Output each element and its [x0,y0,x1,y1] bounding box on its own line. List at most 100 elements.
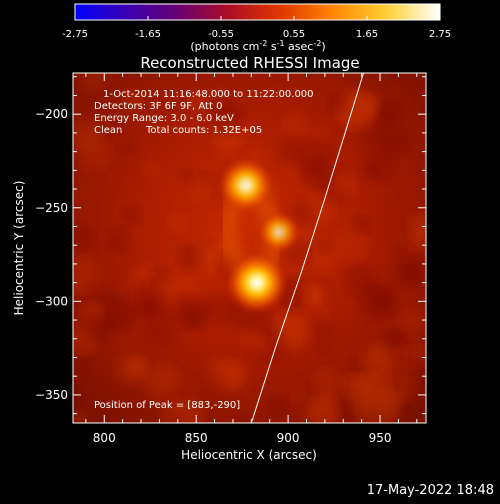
noise-blob [304,398,341,423]
x-tick-label: 800 [93,431,116,445]
emission-source [224,250,289,315]
noise-blob [398,307,426,337]
y-axis-label: Heliocentric Y (arcsec) [12,181,26,316]
noise-blob [377,391,403,417]
noise-blob [123,90,144,111]
info-detectors: Detectors: 3F 6F 9F, Att 0 [94,101,222,112]
noise-blob [142,309,179,347]
noise-blob [385,358,425,397]
noise-blob [169,414,183,423]
noise-blob [73,223,98,252]
noise-blob [268,395,289,417]
info-block: 1-Oct-2014 11:16:48.000 to 11:22:00.000 … [94,89,314,136]
noise-blob [275,137,304,166]
noise-blob [167,212,189,234]
noise-blob [303,285,320,303]
noise-blob [369,348,388,367]
noise-blob [105,227,132,254]
noise-blob [182,305,207,329]
noise-blob [212,128,242,158]
noise-blob [205,359,241,394]
noise-blob [311,248,337,273]
noise-blob [291,389,305,403]
solar-limb-curve [250,73,364,423]
noise-blob [283,111,309,136]
noise-blob [410,229,426,250]
peak-position: Position of Peak = [883,-290] [94,400,240,411]
chart-title: Reconstructed RHESSI Image [140,54,359,72]
noise-blob [359,92,380,114]
noise-blob [73,257,99,293]
noise-blob [332,172,356,197]
y-tick-label: −200 [35,107,68,121]
y-tick-label: −350 [35,388,68,402]
noise-blob [335,163,348,176]
noise-blob [143,160,160,177]
y-tick-label: −250 [35,201,68,215]
noise-blob [331,227,369,264]
noise-blob [327,93,348,114]
noise-blob [301,156,334,189]
noise-blob [110,120,125,134]
noise-blob [311,369,343,400]
noise-blob [127,355,149,377]
info-method: Clean [94,125,122,136]
noise-blob [235,413,250,423]
noise-blob [93,283,117,307]
colorbar-tick-label: -0.55 [208,29,234,40]
colorbar-bar [74,3,441,21]
noise-blob [353,216,371,235]
noise-blob [209,100,245,137]
noise-blob [243,211,262,230]
noise-blob [283,317,300,334]
noise-blob [122,138,138,154]
noise-blob [253,336,271,354]
noise-blob [389,258,419,288]
noise-blob [136,279,165,308]
info-energy-range: Energy Range: 3.0 - 6.0 keV [94,113,234,124]
x-axis: 800 850 900 950 [85,73,418,445]
emission-source [256,209,302,255]
x-tick-label: 950 [369,431,392,445]
noise-blob [170,269,199,298]
noise-blob [312,126,328,142]
noise-blob [73,411,86,423]
emission-sources [217,156,302,315]
noise-blob [189,184,207,203]
footer-timestamp: 17-May-2022 18:48 [367,483,494,498]
emission-source [217,156,275,215]
noise-blob [390,73,406,82]
colorbar-ticks: -2.75 -1.65 -0.55 0.55 1.65 2.75 [62,16,451,40]
noise-blob [178,167,193,182]
colorbar-tick-label: 1.65 [356,29,378,40]
noise-blob [357,281,398,322]
noise-blob [75,359,91,375]
plot-frame [72,72,427,424]
y-axis: −200 −250 −300 −350 [35,76,426,415]
colorbar-tick-label: 2.75 [429,29,451,40]
noise-blob [144,363,181,400]
noise-blob [359,158,380,180]
noise-blob [121,204,142,225]
colorbar-tick-label: 0.55 [283,29,305,40]
x-axis-label: Heliocentric X (arcsec) [181,448,317,462]
colorbar-units: (photons cm-2 s-1 asec-2) [190,39,325,53]
noise-blob [316,343,330,356]
noise-blob [73,116,102,151]
noise-blob [392,243,408,259]
noise-blob [188,89,211,112]
colorbar-tick-label: -2.75 [62,29,88,40]
info-time-range: 1-Oct-2014 11:16:48.000 to 11:22:00.000 [103,89,314,100]
noise-blob [169,253,188,272]
info-total-counts: Total counts: 1.32E+05 [145,125,262,136]
noise-blob [81,312,112,343]
noise-blob [347,356,361,370]
plot-area [73,73,426,423]
colorbar: -2.75 -1.65 -0.55 0.55 1.65 2.75 (photons cm-… [62,3,451,53]
noise-blob [337,399,352,414]
colorbar-tick-label: -1.65 [135,29,161,40]
noise-blob [306,315,336,345]
x-tick-label: 850 [185,431,208,445]
y-tick-label: −300 [35,294,68,308]
